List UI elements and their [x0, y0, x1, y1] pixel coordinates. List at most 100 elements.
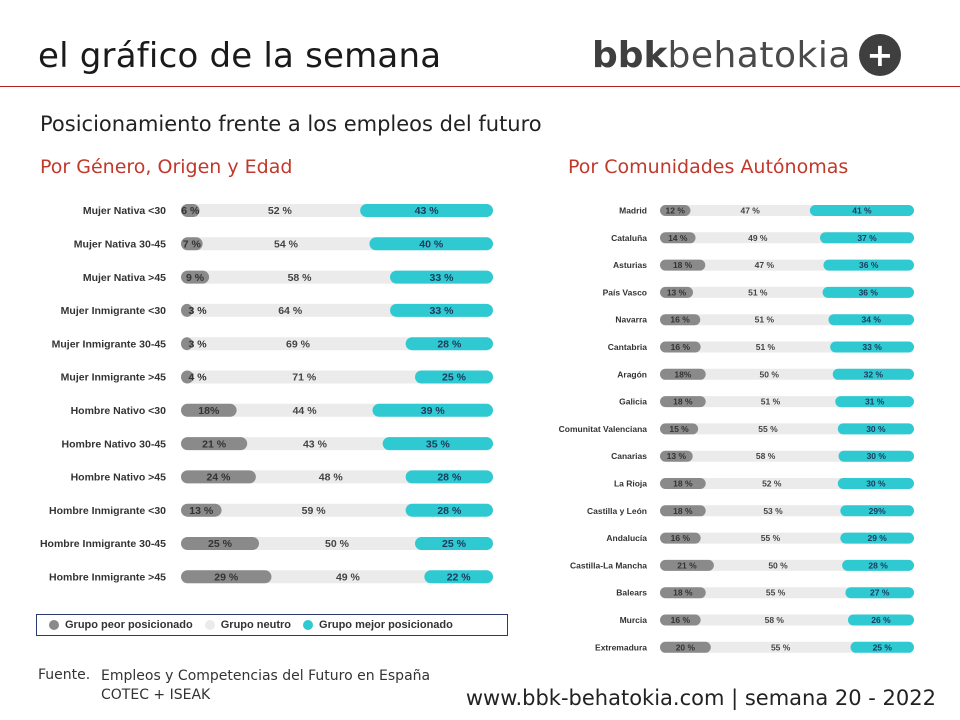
bar-neutral: [181, 537, 493, 550]
value-label-better: 31 %: [865, 397, 885, 407]
value-label-neutral: 49 %: [748, 233, 768, 243]
bar-better: [840, 532, 914, 544]
value-label-worse: 3 %: [188, 338, 207, 350]
value-label-worse: 18 %: [673, 588, 693, 598]
bar-worse: [181, 403, 237, 417]
value-label-worse: 25 %: [208, 538, 233, 550]
value-label-worse: 18 %: [673, 506, 693, 516]
bar-worse: [660, 368, 706, 380]
bar-better: [835, 396, 914, 408]
bar-worse: [660, 478, 706, 489]
value-label-worse: 16 %: [671, 615, 691, 625]
bar-better: [838, 450, 914, 462]
value-label-neutral: 52 %: [268, 205, 293, 217]
category-label: Aragón: [617, 369, 647, 379]
category-label: Mujer Nativa >45: [83, 272, 166, 284]
value-label-worse: 16 %: [670, 315, 690, 325]
value-label-better: 25 %: [873, 642, 893, 652]
value-label-worse: 21 %: [202, 438, 227, 450]
source-line-2: COTEC + ISEAK: [101, 687, 211, 703]
value-label-better: 29%: [869, 506, 886, 516]
value-label-better: 41 %: [852, 205, 872, 215]
value-label-worse: 13 %: [667, 287, 687, 297]
value-label-worse: 18 %: [673, 260, 693, 270]
category-label: Mujer Nativa 30-45: [74, 238, 166, 250]
bar-better: [830, 341, 914, 353]
value-label-neutral: 59 %: [302, 505, 327, 517]
bar-worse: [660, 205, 691, 216]
right-chart-title: Por Comunidades Autónomas: [568, 156, 849, 178]
bar-better: [415, 537, 493, 550]
category-label: País Vasco: [603, 287, 647, 297]
category-label: Madrid: [619, 205, 647, 215]
bar-worse: [181, 337, 193, 351]
bar-better: [382, 437, 493, 451]
value-label-worse: 9 %: [186, 272, 205, 284]
bar-worse: [660, 232, 696, 244]
value-label-worse: 18%: [198, 405, 220, 417]
legend-dot-worse: [49, 620, 59, 630]
bar-worse: [181, 303, 193, 317]
value-label-neutral: 44 %: [293, 405, 318, 417]
value-label-better: 25 %: [442, 538, 467, 550]
value-label-worse: 18 %: [673, 478, 693, 488]
bar-worse: [660, 505, 706, 517]
legend-label-worse: Grupo peor posicionado: [65, 619, 193, 631]
value-label-worse: 21 %: [677, 560, 697, 570]
value-label-better: 32 %: [864, 369, 884, 379]
category-label: Castilla-La Mancha: [570, 560, 647, 570]
value-label-neutral: 48 %: [319, 472, 344, 484]
category-label: Mujer Inmigrante 30-45: [52, 338, 167, 350]
legend-label-neutral: Grupo neutro: [220, 619, 292, 631]
bar-worse: [660, 559, 714, 571]
bar-better: [390, 303, 493, 317]
value-label-better: 36 %: [859, 260, 879, 270]
chart-autonomous-communities: Madrid 12 % 47 % 41 % Cataluña 14 % 49 % 37 % As…: [552, 198, 924, 660]
category-label: Canarias: [611, 451, 647, 461]
value-label-neutral: 50 %: [768, 560, 788, 570]
legend-dot-better: [303, 620, 314, 630]
value-label-better: 39 %: [421, 405, 446, 417]
value-label-better: 37 %: [857, 233, 877, 243]
value-label-neutral: 47 %: [755, 260, 775, 270]
value-label-neutral: 43 %: [303, 438, 328, 450]
value-label-neutral: 55 %: [771, 642, 791, 652]
value-label-neutral: 54 %: [274, 238, 299, 250]
bar-better: [837, 478, 914, 489]
value-label-worse: 4 %: [188, 372, 207, 384]
source-text: Empleos y Competencias del Futuro en Esp…: [101, 667, 430, 705]
bar-worse: [660, 259, 706, 271]
bar-better: [360, 204, 493, 217]
value-label-neutral: 55 %: [766, 588, 786, 598]
value-label-worse: 3 %: [188, 305, 207, 317]
value-label-neutral: 58 %: [288, 272, 313, 284]
value-label-better: 27 %: [870, 588, 890, 598]
category-label: Cantabria: [608, 342, 647, 352]
category-label: Andalucía: [606, 533, 647, 543]
bar-better: [390, 270, 493, 284]
value-label-neutral: 71 %: [292, 372, 317, 384]
value-label-worse: 13 %: [189, 505, 214, 517]
bar-worse: [660, 587, 706, 599]
footer-url-week: www.bbk-behatokia.com | semana 20 - 2022: [465, 686, 936, 710]
bar-worse: [181, 204, 200, 217]
bar-better: [369, 237, 493, 251]
bar-worse: [660, 532, 701, 544]
value-label-worse: 18 %: [673, 397, 693, 407]
value-label-better: 22 %: [447, 571, 472, 583]
value-label-better: 43 %: [415, 205, 440, 217]
bar-worse: [181, 570, 272, 584]
chart-gender-origin-age: Mujer Nativa <30 6 % 52 % 43 % Mujer Nativa …: [36, 196, 510, 592]
bar-worse: [660, 314, 701, 326]
value-label-neutral: 50 %: [325, 538, 350, 550]
value-label-better: 30 %: [866, 478, 886, 488]
legend-label-better: Grupo mejor posicionado: [319, 619, 453, 631]
value-label-better: 40 %: [419, 238, 444, 250]
value-label-neutral: 64 %: [278, 305, 303, 317]
bar-better: [405, 503, 493, 517]
value-label-worse: 12 %: [666, 205, 686, 215]
bar-worse: [181, 437, 248, 451]
legend-item-better: Grupo mejor posicionado: [303, 619, 453, 631]
category-label: Balears: [616, 588, 647, 598]
value-label-better: 33 %: [430, 272, 455, 284]
